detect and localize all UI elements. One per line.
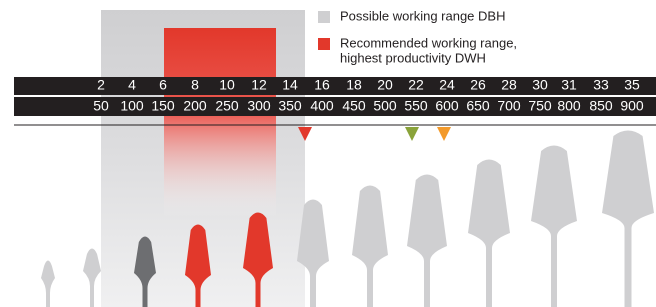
scale-bottom-value: 500	[373, 98, 397, 114]
scale-bottom-value: 150	[151, 98, 175, 114]
tool	[352, 186, 388, 307]
scale-top-value: 10	[219, 77, 235, 93]
scale-bottom-value: 900	[620, 98, 644, 114]
tool	[468, 160, 510, 307]
scale-bottom-value: 400	[310, 98, 334, 114]
scale-top-value: 26	[470, 77, 486, 93]
scale-top-value: 12	[251, 77, 267, 93]
scale-bottom-value: 300	[247, 98, 271, 114]
scale-top-value: 16	[314, 77, 330, 93]
tool	[41, 261, 55, 307]
scale-top-value: 6	[159, 77, 167, 93]
scale-bottom-value: 800	[557, 98, 581, 114]
scale-bottom-value: 650	[466, 98, 490, 114]
scale-bottom-value: 250	[215, 98, 239, 114]
scale-bottom-value: 350	[278, 98, 302, 114]
legend-text: Possible working range DBH	[340, 8, 505, 23]
scale-top-value: 18	[346, 77, 362, 93]
scale-top-value: 28	[501, 77, 517, 93]
marker-orange	[437, 127, 451, 141]
scale-bottom-value: 50	[93, 98, 109, 114]
scale-band-top	[14, 77, 656, 95]
legend-swatch-gray	[318, 11, 330, 23]
tool	[602, 131, 654, 307]
scale-top-value: 33	[593, 77, 609, 93]
scale-bottom-value: 100	[120, 98, 144, 114]
scale-top-value: 22	[408, 77, 424, 93]
scale-bottom-value: 200	[183, 98, 207, 114]
scale-top-value: 2	[97, 77, 105, 93]
scale-top-value: 4	[128, 77, 136, 93]
legend-text: highest productivity DWH	[340, 50, 486, 65]
legend-text: Recommended working range,	[340, 35, 517, 50]
scale-bottom-value: 850	[589, 98, 613, 114]
scale-bottom-value: 700	[497, 98, 521, 114]
tool	[83, 249, 101, 307]
scale-bottom-value: 550	[404, 98, 428, 114]
scale-bottom-value: 600	[435, 98, 459, 114]
marker-green	[405, 127, 419, 141]
tool	[531, 146, 577, 307]
scale-top-value: 30	[532, 77, 548, 93]
scale-top-value: 20	[377, 77, 393, 93]
scale-bottom-value: 750	[528, 98, 552, 114]
legend-swatch-red	[318, 38, 330, 50]
scale-top-value: 24	[439, 77, 455, 93]
tool	[407, 175, 447, 307]
infographic: Possible working range DBH Recommended w…	[0, 0, 656, 307]
recommended-range-area	[164, 28, 276, 218]
scale-top-value: 35	[624, 77, 640, 93]
scale-top-value: 8	[191, 77, 199, 93]
scale-bottom-value: 450	[342, 98, 366, 114]
scale-top-value: 31	[561, 77, 577, 93]
scale-top-value: 14	[282, 77, 298, 93]
